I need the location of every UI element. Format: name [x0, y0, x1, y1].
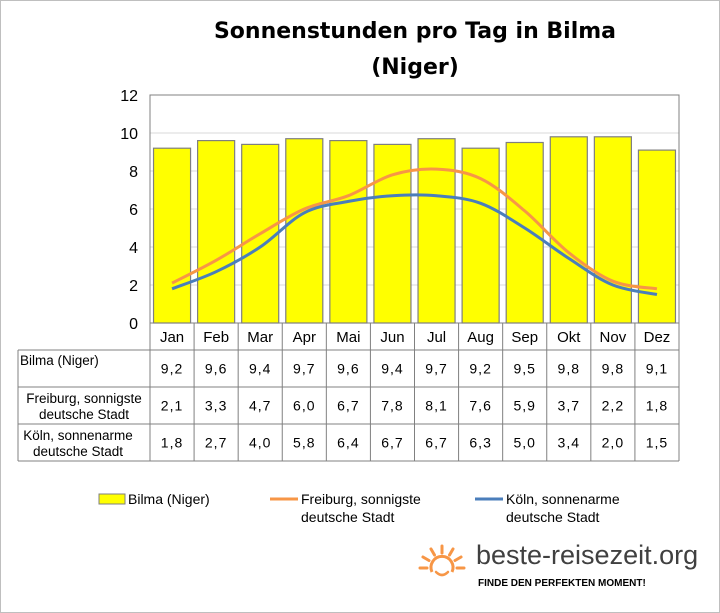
legend-label: deutsche Stadt: [301, 509, 395, 525]
table-cell: 5,0: [513, 435, 535, 451]
table-cell: 9,8: [558, 361, 580, 377]
table-row-header: Bilma (Niger): [20, 353, 99, 368]
sun-ray: [453, 555, 463, 562]
bar-feb: [197, 140, 236, 324]
x-tick-label: Feb: [203, 329, 229, 346]
bar-sep: [505, 141, 544, 324]
legend-label: deutsche Stadt: [506, 509, 600, 525]
table-cell: 5,9: [513, 398, 535, 414]
sun-icon: [418, 544, 466, 577]
line-series-1: [171, 167, 658, 291]
table-cell: 2,0: [602, 435, 624, 451]
table-cell: 6,3: [469, 435, 491, 451]
table-cell: 9,6: [205, 361, 227, 377]
table-cell: 6,7: [381, 435, 403, 451]
x-tick-label: Jun: [380, 329, 404, 346]
table-cell: 2,2: [602, 398, 624, 414]
table-cell: 9,2: [161, 361, 183, 377]
bar-mai: [329, 140, 368, 324]
sun-ray: [448, 547, 455, 557]
y-tick-label: 8: [129, 164, 138, 181]
table-cell: 9,6: [337, 361, 359, 377]
brand-slogan: FINDE DEN PERFEKTEN MOMENT!: [478, 578, 646, 589]
table-cell: 9,5: [513, 361, 535, 377]
y-tick-label: 10: [120, 126, 138, 143]
table-cell: 9,8: [602, 361, 624, 377]
x-tick-label: Aug: [467, 329, 494, 346]
table-cell: 1,8: [161, 435, 183, 451]
y-tick-label: 6: [129, 202, 138, 219]
table-cell: 1,5: [646, 435, 668, 451]
x-tick-label: Sep: [511, 329, 538, 346]
table-cell: 2,7: [205, 435, 227, 451]
brand-name[interactable]: beste-reisezeit.org: [476, 540, 699, 570]
table-row-header: deutsche Stadt: [33, 444, 123, 459]
x-tick-label: Okt: [557, 329, 581, 346]
y-tick-label: 0: [129, 316, 138, 333]
table-cell: 7,8: [381, 398, 403, 414]
table-row-header: Freiburg, sonnigste: [26, 391, 142, 406]
y-tick-label: 12: [120, 88, 138, 105]
table-row-header: Köln, sonnenarme: [23, 428, 133, 443]
table-cell: 2,1: [161, 398, 183, 414]
table-cell: 3,4: [558, 435, 580, 451]
bar-nov: [593, 136, 632, 324]
sun-ray: [429, 547, 436, 557]
table-cell: 6,7: [425, 435, 447, 451]
table-cell: 6,4: [337, 435, 359, 451]
x-tick-label: Nov: [600, 329, 627, 346]
sun-ray: [421, 555, 431, 562]
bar-dez: [637, 149, 677, 324]
table-cell: 3,7: [558, 398, 580, 414]
table-cell: 9,7: [425, 361, 447, 377]
bar-okt: [549, 136, 588, 324]
table-cell: 4,0: [249, 435, 271, 451]
x-tick-label: Mai: [336, 329, 360, 346]
table-cell: 9,2: [469, 361, 491, 377]
table-cell: 7,6: [469, 398, 491, 414]
table-cell: 9,4: [381, 361, 403, 377]
legend-label: Freiburg, sonnigste: [301, 491, 421, 507]
brand-logo: beste-reisezeit.org FINDE DEN PERFEKTEN …: [418, 540, 708, 600]
table-row-header: deutsche Stadt: [39, 407, 129, 422]
x-tick-label: Dez: [644, 329, 671, 346]
bar-apr: [285, 138, 324, 324]
table-cell: 4,7: [249, 398, 271, 414]
x-tick-label: Jul: [427, 329, 446, 346]
legend-label: Bilma (Niger): [128, 491, 210, 507]
table-cell: 9,7: [293, 361, 315, 377]
bar-jul: [417, 138, 456, 324]
line-series-2: [171, 193, 658, 296]
table-cell: 8,1: [425, 398, 447, 414]
chart-title: Sonnenstunden pro Tag in Bilma (Niger): [213, 19, 617, 80]
y-tick-label: 2: [129, 278, 138, 295]
x-tick-label: Apr: [293, 329, 316, 346]
table-cell: 5,8: [293, 435, 315, 451]
y-tick-label: 4: [129, 240, 138, 257]
legend-swatch-bar: [98, 493, 126, 505]
bar-jan: [152, 147, 192, 324]
table-cell: 6,0: [293, 398, 315, 414]
table-cell: 3,3: [205, 398, 227, 414]
x-tick-label: Mar: [247, 329, 273, 346]
legend-label: Köln, sonnenarme: [506, 491, 620, 507]
x-tick-label: Jan: [160, 329, 184, 346]
table-cell: 9,1: [646, 361, 668, 377]
table-cell: 9,4: [249, 361, 271, 377]
table-cell: 6,7: [337, 398, 359, 414]
table-cell: 1,8: [646, 398, 668, 414]
